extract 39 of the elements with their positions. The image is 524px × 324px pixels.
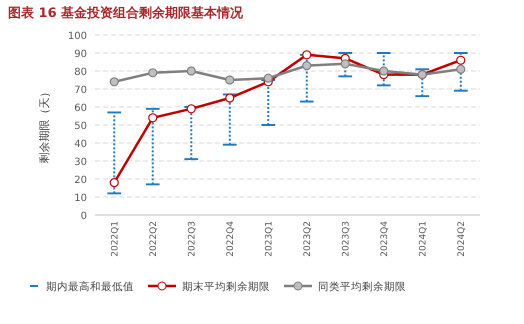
y-tick-label: 90: [74, 49, 87, 60]
point: [302, 50, 312, 60]
x-tick-label: 2023Q3: [341, 221, 352, 257]
point: [456, 64, 466, 74]
legend-label: 期内最高和最低值: [46, 280, 134, 293]
y-tick-label: 70: [74, 85, 87, 96]
y-tick-label: 40: [74, 139, 87, 150]
point: [148, 68, 158, 78]
point: [110, 178, 119, 188]
point: [225, 75, 234, 85]
chart-title: 图表 16 基金投资组合剩余期限基本情况: [8, 5, 244, 21]
x-tick-label: 2022Q3: [187, 221, 198, 257]
point: [302, 61, 312, 70]
x-tick-label: 2022Q4: [226, 220, 236, 257]
point: [264, 74, 273, 83]
point: [186, 104, 196, 114]
legend-label: 期末平均剩余期限: [182, 280, 270, 293]
y-tick-label: 20: [74, 175, 87, 186]
y-tick-label: 30: [74, 157, 87, 168]
x-tick-label: 2022Q2: [148, 221, 159, 257]
x-tick-label: 2024Q2: [456, 221, 467, 257]
legend-label: 同类平均剩余期限: [318, 280, 406, 293]
y-tick-label: 60: [74, 103, 87, 114]
y-tick-label: 0: [80, 211, 87, 222]
y-axis-title: 剩余期限（天）: [38, 86, 51, 164]
point: [456, 56, 466, 65]
x-tick-label: 2023Q4: [380, 220, 390, 257]
x-tick-label: 2023Q2: [302, 221, 313, 257]
point: [186, 66, 196, 76]
x-tick-label: 2022Q1: [110, 221, 120, 257]
x-tick-label: 2023Q1: [264, 221, 274, 257]
point: [225, 93, 234, 103]
y-tick-label: 50: [74, 121, 87, 132]
point: [110, 77, 119, 86]
y-tick-label: 100: [68, 31, 87, 42]
y-tick-label: 10: [74, 193, 87, 204]
point: [148, 113, 158, 122]
y-tick-label: 80: [74, 67, 87, 78]
x-tick-label: 2024Q1: [418, 221, 428, 257]
